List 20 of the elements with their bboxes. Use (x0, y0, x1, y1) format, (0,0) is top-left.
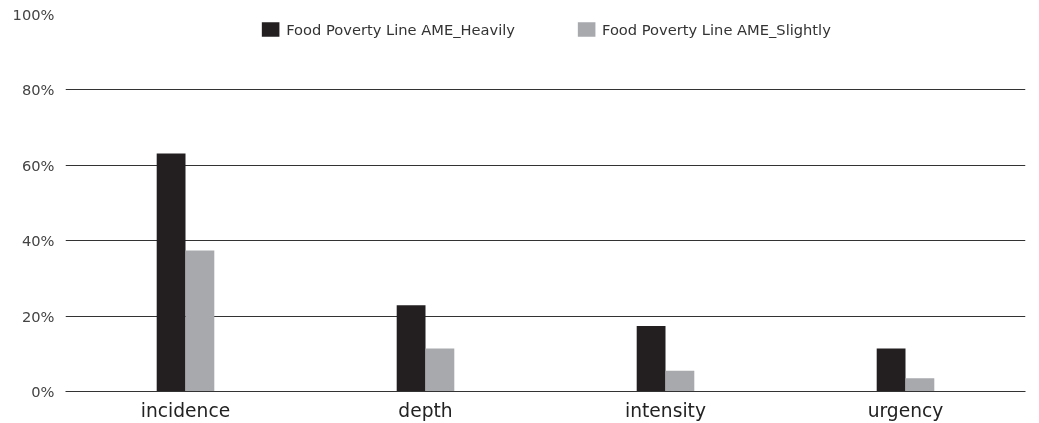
y-tick-label: 60% (21, 156, 55, 174)
bar (665, 370, 695, 392)
y-tick-label: 0% (31, 383, 55, 400)
y-tick-label: 20% (21, 307, 55, 325)
bar (156, 153, 186, 392)
bar (425, 348, 455, 392)
x-tick-label: depth (398, 399, 453, 421)
bar (396, 305, 426, 392)
legend-label: Food Poverty Line AME_Heavily (286, 20, 515, 38)
x-tick-label: urgency (867, 399, 944, 421)
bar (905, 378, 935, 392)
bar (636, 325, 666, 392)
x-tick-label: incidence (140, 399, 231, 421)
y-tick-label: 100% (12, 6, 55, 23)
bar (185, 250, 215, 392)
x-tick-label: intensity (625, 399, 706, 421)
bar (876, 348, 906, 392)
legend-label: Food Poverty Line AME_Slightly (601, 20, 831, 38)
y-tick-label: 40% (21, 232, 55, 250)
y-tick-label: 80% (21, 81, 55, 99)
